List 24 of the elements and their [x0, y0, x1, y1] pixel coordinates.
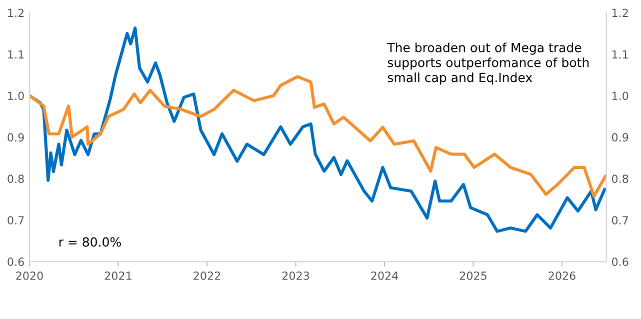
y2-tick-label: 0.8: [612, 174, 628, 184]
line-series: [29, 26, 606, 233]
x-tick-label: 2026: [548, 272, 576, 280]
y-tick-label: 1.1: [8, 50, 24, 58]
y2-tick-label: 1.2: [612, 8, 628, 17]
y-tick-label: 1.0: [8, 92, 24, 100]
y-tick-label: 0.8: [8, 174, 24, 184]
x-tick-label: 2025: [460, 272, 486, 280]
y-tick-label: 1.2: [8, 8, 24, 17]
x-tick-label: 2020: [16, 272, 43, 280]
annotation: The broaden out of Mega trade supports outperfomance of both small cap and Eq.Index: [387, 42, 589, 85]
y2-tick-label: 0.6: [612, 258, 628, 266]
x-tick-label: 2022: [194, 272, 220, 280]
x-tick-label: 2024: [371, 272, 398, 280]
x-tick-label: 2021: [104, 272, 132, 280]
y2-tick-label: 1.1: [612, 50, 628, 58]
y-tick-label: 0.6: [8, 258, 24, 266]
y2-tick-label: 0.7: [612, 216, 628, 224]
y2-tick-label: 0.9: [612, 133, 628, 142]
x-tick-label: 2023: [282, 272, 309, 280]
y2-tick-label: 1.0: [612, 92, 628, 100]
y-tick-label: 0.7: [8, 216, 24, 224]
y-tick-label: 0.9: [8, 133, 24, 142]
annotation: r = 80.0%: [59, 237, 121, 247]
